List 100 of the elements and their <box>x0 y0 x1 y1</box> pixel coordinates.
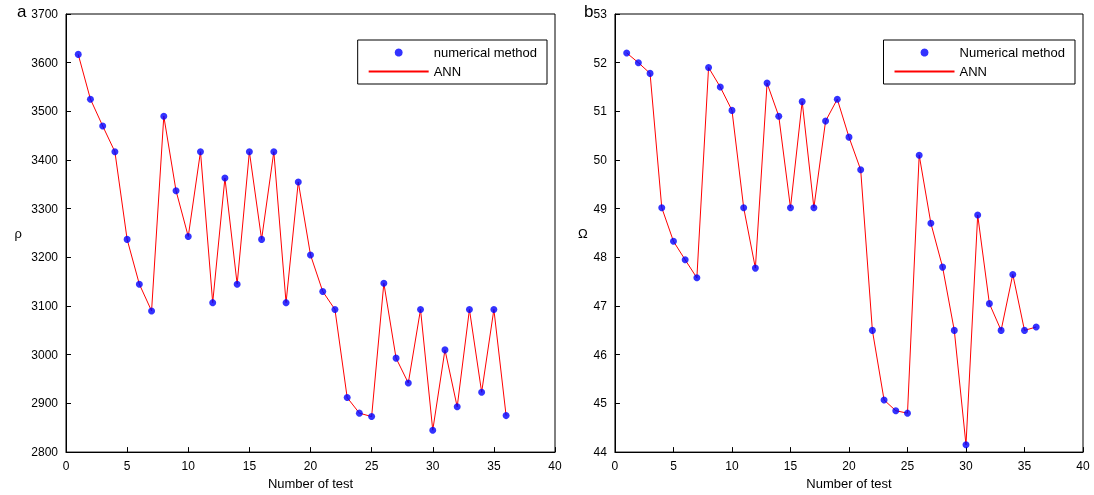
y-tick-label: 3100 <box>31 299 59 314</box>
point <box>822 117 830 125</box>
point <box>392 354 400 362</box>
x-axis-title: Number of test <box>806 476 892 491</box>
point <box>74 50 82 58</box>
point <box>728 106 736 114</box>
point <box>716 83 724 91</box>
y-tick-label: 48 <box>593 250 608 265</box>
y-tick-label: 44 <box>593 445 608 460</box>
point <box>209 299 217 307</box>
point <box>270 148 278 156</box>
point <box>417 305 425 313</box>
point <box>429 426 437 434</box>
x-tick-label: 0 <box>62 459 70 474</box>
point <box>196 148 204 156</box>
x-tick-label: 20 <box>303 459 318 474</box>
y-tick-label: 47 <box>593 299 608 314</box>
point <box>798 98 806 106</box>
x-tick-label: 0 <box>611 459 619 474</box>
y-tick-label: 3700 <box>31 7 59 21</box>
point <box>307 251 314 259</box>
x-tick-label: 30 <box>426 459 440 474</box>
x-tick-label: 25 <box>364 459 379 474</box>
point <box>245 148 253 156</box>
point <box>658 204 666 212</box>
point <box>1009 270 1017 278</box>
legend-label: Numerical method <box>959 45 1066 60</box>
x-tick-label: 40 <box>548 459 562 474</box>
legend-label: numerical method <box>433 45 537 60</box>
point <box>974 211 982 219</box>
x-tick-label: 35 <box>487 459 501 474</box>
y-tick-label: 2800 <box>31 445 59 460</box>
x-tick-label: 25 <box>900 459 915 474</box>
y-tick-label: 45 <box>593 396 608 411</box>
point <box>123 235 131 243</box>
point <box>453 403 461 411</box>
point <box>927 219 935 227</box>
point <box>985 300 993 308</box>
point <box>368 413 376 421</box>
point <box>465 305 473 313</box>
point <box>258 235 266 243</box>
point <box>751 264 759 272</box>
point <box>950 326 958 334</box>
x-tick-label: 30 <box>959 459 973 474</box>
y-tick-label: 3400 <box>31 153 59 168</box>
point <box>681 256 689 264</box>
point <box>160 112 168 120</box>
point <box>833 95 841 103</box>
chart-title: a <box>17 2 27 21</box>
y-tick-label: 3500 <box>31 104 59 119</box>
point <box>892 407 900 415</box>
point <box>1032 323 1040 331</box>
point <box>775 112 783 120</box>
y-tick-label: 3200 <box>31 250 59 265</box>
y-axis-title: Ω <box>578 225 588 241</box>
y-tick-label: 3300 <box>31 201 59 216</box>
point <box>331 305 339 313</box>
point <box>404 379 412 387</box>
y-tick-label: 3600 <box>31 55 59 70</box>
point <box>502 412 510 420</box>
x-tick-label: 35 <box>1017 459 1032 474</box>
point <box>740 204 748 212</box>
point <box>111 148 119 156</box>
x-tick-label: 5 <box>670 459 678 474</box>
y-tick-label: 51 <box>593 104 608 119</box>
point <box>646 69 654 77</box>
point <box>490 305 498 313</box>
point <box>148 307 156 315</box>
y-tick-label: 50 <box>593 153 608 168</box>
point <box>343 394 351 402</box>
y-tick-label: 49 <box>593 201 608 216</box>
point <box>135 280 143 288</box>
point <box>172 187 180 195</box>
point <box>857 166 865 174</box>
point <box>634 59 642 67</box>
point <box>915 151 923 159</box>
point <box>810 204 818 212</box>
x-axis-title: Number of test <box>267 476 354 491</box>
point <box>294 178 302 186</box>
point <box>997 326 1005 334</box>
point <box>903 409 911 417</box>
legend-label: ANN <box>959 64 987 79</box>
y-tick-label: 2900 <box>31 396 59 411</box>
point <box>233 280 241 288</box>
y-tick-label: 3000 <box>31 347 59 362</box>
point <box>939 263 947 271</box>
point <box>1021 326 1028 334</box>
x-tick-label: 10 <box>181 459 196 474</box>
point <box>962 441 970 449</box>
point <box>705 64 713 72</box>
point <box>669 237 677 245</box>
point <box>86 95 94 103</box>
point <box>478 388 486 396</box>
y-axis-title: ρ <box>14 225 22 241</box>
x-tick-label: 15 <box>242 459 257 474</box>
point <box>184 232 192 240</box>
y-tick-label: 46 <box>593 347 608 362</box>
point <box>282 299 290 307</box>
point <box>786 204 794 212</box>
point <box>693 274 701 282</box>
